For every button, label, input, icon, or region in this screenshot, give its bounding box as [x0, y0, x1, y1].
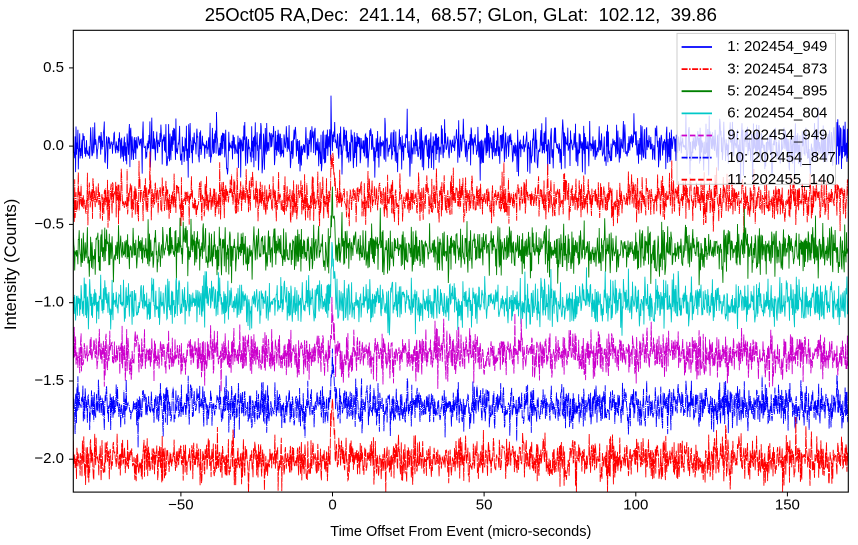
svg-text:150: 150	[775, 496, 800, 513]
svg-text:50: 50	[476, 496, 493, 513]
svg-text:11: 202455_140: 11: 202455_140	[727, 171, 834, 188]
svg-text:25Oct05 RA,Dec: 241.14, 68.5: 25Oct05 RA,Dec: 241.14, 68.57; GLon, GLa…	[205, 4, 717, 25]
svg-text:3: 202454_873: 3: 202454_873	[727, 60, 827, 77]
svg-text:−1.0: −1.0	[34, 294, 64, 311]
svg-text:9: 202454_949: 9: 202454_949	[727, 127, 827, 144]
svg-text:5: 202454_895: 5: 202454_895	[727, 82, 827, 99]
svg-text:10: 202454_847: 10: 202454_847	[727, 149, 835, 166]
svg-text:−2.0: −2.0	[34, 450, 64, 467]
svg-text:6: 202454_804: 6: 202454_804	[727, 105, 827, 122]
svg-text:0: 0	[328, 496, 336, 513]
svg-text:1: 202454_949: 1: 202454_949	[727, 38, 827, 55]
svg-text:Intensity (Counts): Intensity (Counts)	[1, 199, 20, 331]
svg-text:0.0: 0.0	[43, 137, 64, 154]
svg-text:Time Offset From Event (micro-: Time Offset From Event (micro-seconds)	[330, 524, 591, 540]
svg-text:−50: −50	[168, 496, 193, 513]
svg-text:−1.5: −1.5	[34, 372, 64, 389]
svg-text:100: 100	[623, 496, 648, 513]
svg-text:0.5: 0.5	[43, 59, 64, 76]
svg-text:−0.5: −0.5	[34, 215, 64, 232]
